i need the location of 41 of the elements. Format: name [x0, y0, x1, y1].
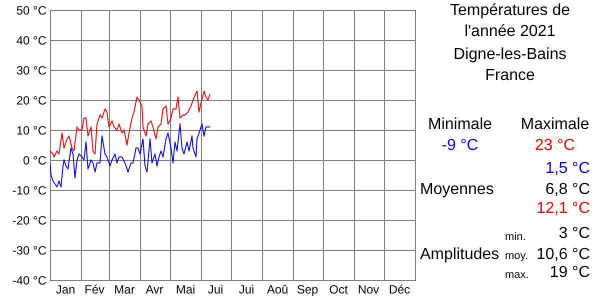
y-tick-label: -40 °C	[12, 274, 47, 288]
text: max.	[505, 269, 529, 281]
text: 1,5 °C	[545, 160, 590, 177]
text: 12,1 °C	[536, 200, 590, 217]
text: Températures de l'année 2021	[450, 2, 570, 40]
y-tick-label: -10 °C	[12, 184, 47, 198]
x-tick-label: Sep	[296, 282, 318, 296]
line-series	[50, 124, 210, 188]
x-tick-label: Oct	[329, 282, 348, 296]
text: 6,8 °C	[545, 181, 590, 198]
y-tick-label: -20 °C	[12, 214, 47, 228]
text: moy.	[505, 250, 528, 262]
text: -9 °C	[442, 137, 478, 154]
y-tick-label: 20 °C	[16, 94, 47, 108]
text: Minimale	[428, 116, 492, 133]
text: Maximale	[520, 116, 590, 133]
line-series	[50, 90, 210, 158]
y-tick-label: 40 °C	[16, 34, 47, 48]
text: 19 °C	[550, 264, 590, 281]
x-tick-label: Aoû	[266, 282, 288, 296]
y-tick-label: 10 °C	[16, 124, 47, 138]
y-tick-label: 50 °C	[16, 4, 47, 18]
x-tick-label: Jui	[238, 282, 254, 296]
x-tick-label: Jui	[208, 282, 224, 296]
text: Moyennes	[420, 181, 494, 198]
y-tick-label: 30 °C	[16, 64, 47, 78]
x-tick-label: Nov	[358, 282, 380, 296]
x-tick-label: Avr	[146, 282, 164, 296]
text: 23 °C	[534, 137, 576, 154]
x-tick-label: Jan	[56, 282, 76, 296]
x-tick-label: Fév	[84, 282, 105, 296]
y-tick-label: -30 °C	[12, 244, 47, 258]
text: min.	[505, 231, 526, 243]
text: 10,6 °C	[536, 246, 590, 263]
x-tick-label: Mar	[114, 282, 135, 296]
x-tick-label: Déc	[388, 282, 410, 296]
text: 3 °C	[558, 225, 590, 242]
x-tick-label: Mai	[176, 282, 196, 296]
text: Amplitudes	[420, 246, 500, 263]
text: Digne-les-Bains France	[454, 46, 566, 84]
y-tick-label: 0 °C	[23, 154, 47, 168]
